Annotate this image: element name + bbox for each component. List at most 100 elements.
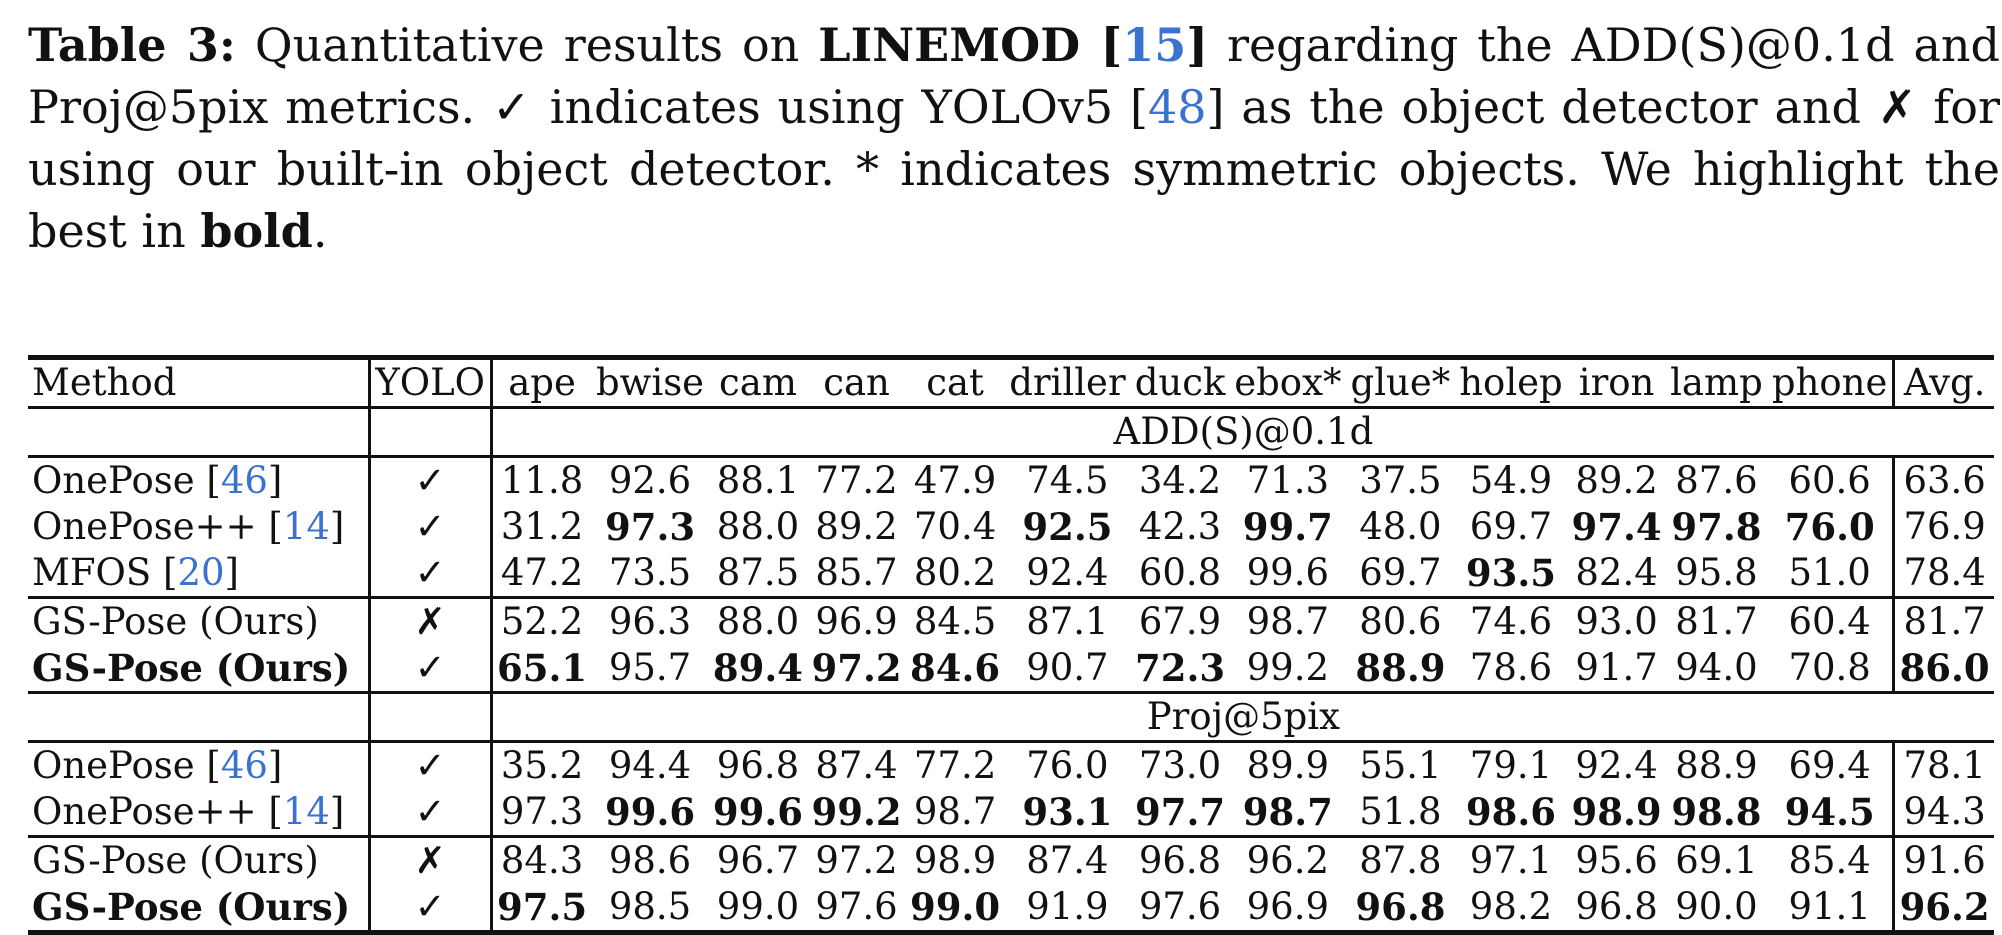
metric-cell: 42.3 <box>1138 505 1222 548</box>
metric-cell: 72.3 <box>1130 645 1230 694</box>
empty-cell <box>367 692 493 743</box>
caption-label: Table 3: <box>28 18 236 72</box>
citation-link[interactable]: 46 <box>220 744 268 787</box>
metric-cell: 98.9 <box>913 839 997 882</box>
method-label: MFOS [ <box>32 551 178 594</box>
check-icon: ✓ <box>367 884 493 935</box>
metric-cell: 98.7 <box>1229 789 1347 838</box>
method-label: GS-Pose (Ours) <box>32 885 351 929</box>
check-icon: ✓ <box>492 80 533 134</box>
metric-cell: 82.4 <box>1567 550 1666 599</box>
average-cell: 86.0 <box>1892 645 1994 694</box>
caption-dataset: LINEMOD [15] <box>818 18 1208 72</box>
metric-cell: 98.7 <box>905 789 1005 838</box>
method-name: OnePose++ [14] <box>28 789 370 838</box>
metric-cell: 97.4 <box>1571 505 1662 549</box>
check-icon: ✓ <box>367 456 493 504</box>
metric-cell: 91.9 <box>1004 884 1131 935</box>
metric-cell: 37.5 <box>1359 459 1442 502</box>
section-title: Proj@5pix <box>491 692 1994 743</box>
empty-cell <box>28 407 370 458</box>
check-icon: ✓ <box>367 789 493 838</box>
method-label: OnePose++ [ <box>32 790 283 833</box>
column-header-object: cam <box>708 355 808 409</box>
metric-cell: 78.6 <box>1454 645 1568 694</box>
average-cell: 91.6 <box>1892 836 1994 884</box>
method-label: OnePose [ <box>32 744 221 787</box>
metric-cell: 90.7 <box>1004 645 1131 694</box>
metric-cell: 87.4 <box>1026 839 1109 882</box>
metric-cell: 52.2 <box>500 600 584 643</box>
metric-cell: 84.3 <box>500 839 584 882</box>
table-row: GS-Pose (Ours) ✗ 52.2 96.3 88.0 96.9 84.5 87.1 6… <box>28 597 1994 645</box>
caption-text-1: Quantitative results on <box>235 18 819 72</box>
metric-cell: 69.7 <box>1469 505 1553 548</box>
metric-cell: 77.2 <box>913 744 997 787</box>
metric-cell: 84.6 <box>905 645 1005 694</box>
table-row: OnePose [46] ✓ 11.8 92.6 88.1 77.2 47.9 74.5 34.… <box>28 456 1994 504</box>
metric-cell: 97.3 <box>491 789 592 838</box>
metric-cell: 79.1 <box>1469 744 1553 787</box>
metric-cell: 97.1 <box>1469 839 1553 882</box>
table-row: OnePose [46] ✓ 35.2 94.4 96.8 87.4 77.2 76.0 73.… <box>28 741 1994 789</box>
cross-icon: ✗ <box>367 836 493 884</box>
column-header-avg: Avg. <box>1892 355 1994 409</box>
citation-bracket: ] <box>224 551 239 594</box>
citation-link[interactable]: 20 <box>177 551 225 594</box>
metric-cell: 97.5 <box>491 884 592 935</box>
citation-link[interactable]: 14 <box>282 505 330 548</box>
metric-cell: 97.2 <box>807 645 906 694</box>
metric-cell: 70.4 <box>913 505 997 548</box>
metric-cell: 88.9 <box>1675 744 1758 787</box>
table-caption: Table 3: Quantitative results on LINEMOD… <box>28 14 2000 262</box>
metric-cell: 94.0 <box>1665 645 1768 694</box>
table-row: OnePose++ [14] ✓ 97.3 99.6 99.6 99.2 98.7 93.1 9… <box>28 789 1994 838</box>
caption-ref-link[interactable]: 48 <box>1147 80 1207 134</box>
column-header-object: lamp <box>1665 355 1768 409</box>
metric-cell: 98.6 <box>608 839 692 882</box>
metric-cell: 76.0 <box>1026 744 1109 787</box>
caption-ref-link[interactable]: 15 <box>1122 18 1187 72</box>
metric-cell: 98.9 <box>1567 789 1666 838</box>
column-header-object: glue* <box>1346 355 1455 409</box>
metric-cell: 69.1 <box>1675 839 1758 882</box>
citation-link[interactable]: 46 <box>220 459 268 502</box>
metric-cell: 74.6 <box>1469 600 1553 643</box>
metric-cell: 67.9 <box>1138 600 1222 643</box>
caption-text-2: regarding the ADD(S)@0.1d and Proj@5pix … <box>28 18 2000 134</box>
metric-cell: 97.2 <box>815 839 898 882</box>
citation-link[interactable]: 14 <box>282 790 330 833</box>
caption-text-4: ] as the object detector and <box>1206 80 1878 134</box>
metric-cell: 95.8 <box>1665 550 1768 599</box>
metric-cell: 88.0 <box>716 505 800 548</box>
check-icon: ✓ <box>367 504 493 550</box>
metric-cell: 93.1 <box>1004 789 1131 838</box>
citation-bracket: ] <box>267 459 283 502</box>
metric-cell: 48.0 <box>1359 505 1442 548</box>
metric-cell: 96.8 <box>1346 884 1455 935</box>
metric-cell: 87.6 <box>1675 459 1758 502</box>
column-header-object: cat <box>905 355 1005 409</box>
metric-cell: 98.2 <box>1454 884 1568 935</box>
section-header-row: Proj@5pix <box>28 692 1994 743</box>
average-cell: 78.4 <box>1892 550 1994 599</box>
metric-cell: 74.5 <box>1026 459 1109 502</box>
method-name: GS-Pose (Ours) <box>28 837 369 885</box>
metric-cell: 70.8 <box>1767 645 1894 694</box>
table-row: OnePose++ [14] ✓ 31.2 97.3 88.0 89.2 70.4 92.5 4… <box>28 504 1994 550</box>
metric-cell: 51.0 <box>1767 550 1894 599</box>
metric-cell: 90.0 <box>1665 884 1768 935</box>
metric-cell: 92.5 <box>1022 505 1113 549</box>
metric-cell: 60.4 <box>1788 600 1871 643</box>
metric-cell: 93.5 <box>1454 550 1568 599</box>
metric-cell: 97.7 <box>1130 789 1230 838</box>
empty-cell <box>28 692 370 743</box>
metric-cell: 97.6 <box>807 884 906 935</box>
column-header-object: ape <box>491 355 592 409</box>
metric-cell: 87.8 <box>1359 839 1442 882</box>
method-label: GS-Pose (Ours) <box>32 839 319 882</box>
metric-cell: 98.7 <box>1246 600 1330 643</box>
metric-cell: 80.6 <box>1359 600 1442 643</box>
citation-bracket: ] <box>267 744 283 787</box>
metric-cell: 69.7 <box>1346 550 1455 599</box>
